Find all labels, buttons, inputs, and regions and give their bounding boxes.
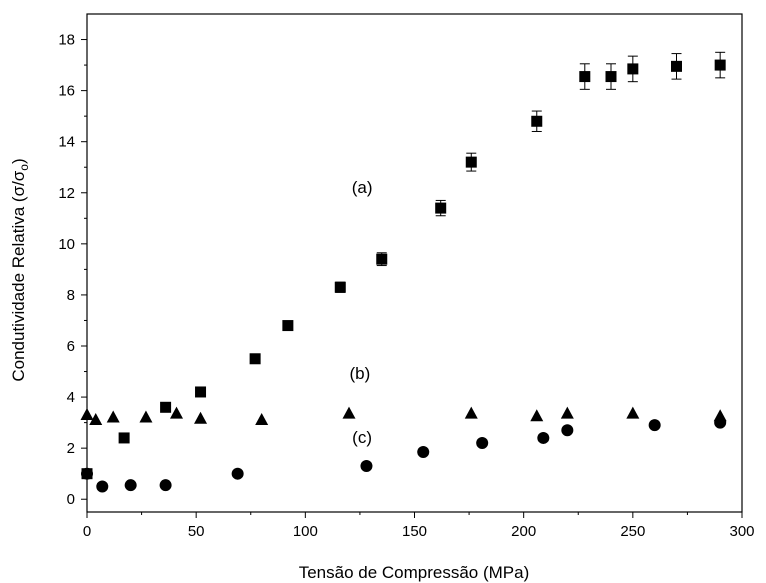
y-tick-label: 0 [67, 491, 75, 508]
data-point-circle [159, 479, 172, 492]
data-point-square [627, 63, 639, 75]
data-point-circle [124, 479, 137, 492]
series-annotation: (b) [350, 364, 371, 383]
data-point-square [435, 202, 447, 214]
data-point-circle [417, 445, 430, 458]
chart-labels: Tensão de Compressão (MPa) Condutividade… [9, 158, 529, 582]
data-point-square [282, 320, 294, 332]
data-point-square [376, 253, 388, 265]
data-point-triangle [255, 413, 269, 426]
data-point-circle [561, 424, 574, 437]
data-point-square [714, 59, 726, 71]
y-tick-label: 4 [67, 389, 75, 406]
x-tick-label: 0 [83, 523, 91, 540]
data-marks [80, 51, 727, 493]
data-point-triangle [560, 406, 574, 419]
y-axis-title: Condutividade Relativa (σ/σo) [9, 158, 31, 381]
data-point-triangle [106, 410, 120, 423]
data-point-square [605, 71, 617, 83]
data-point-square [195, 386, 207, 398]
data-point-triangle [464, 406, 478, 419]
x-tick-label: 150 [402, 523, 427, 540]
data-point-circle [81, 467, 93, 480]
y-axis-title-subscript: o [17, 164, 31, 171]
data-point-square [334, 281, 346, 293]
data-point-circle [537, 431, 550, 444]
y-tick-label: 16 [58, 83, 75, 100]
data-point-square [579, 71, 591, 83]
data-point-circle [360, 460, 373, 473]
data-point-circle [231, 467, 244, 480]
y-axis-title-close: ) [9, 158, 28, 164]
x-tick-label: 250 [620, 523, 645, 540]
y-tick-label: 18 [58, 32, 75, 49]
data-point-triangle [170, 406, 184, 419]
x-tick-label: 50 [188, 523, 205, 540]
series-annotation: (a) [352, 178, 373, 197]
data-point-triangle [80, 407, 94, 420]
data-point-triangle [89, 413, 103, 426]
y-tick-label: 14 [58, 134, 75, 151]
data-point-square [249, 353, 261, 365]
x-tick-label: 300 [729, 523, 754, 540]
y-tick-label: 12 [58, 185, 75, 202]
data-point-square [160, 401, 172, 413]
data-point-square [465, 156, 477, 168]
x-tick-label: 100 [293, 523, 318, 540]
x-axis-title: Tensão de Compressão (MPa) [299, 563, 530, 582]
data-point-triangle [626, 406, 640, 419]
series-annotation: (c) [352, 428, 372, 447]
data-point-triangle [530, 409, 544, 422]
data-point-square [118, 432, 130, 444]
y-tick-label: 2 [67, 440, 75, 457]
data-point-circle [714, 416, 727, 429]
x-tick-label: 200 [511, 523, 536, 540]
y-axis-title-main: Condutividade Relativa (σ/σ [9, 170, 28, 381]
data-point-circle [476, 437, 489, 450]
y-tick-label: 6 [67, 338, 75, 355]
data-point-circle [96, 480, 109, 493]
data-point-triangle [342, 406, 356, 419]
data-point-circle [648, 419, 661, 432]
data-point-square [671, 60, 682, 72]
data-point-square [531, 115, 543, 127]
plot-frame [86, 13, 743, 513]
data-point-triangle [139, 410, 153, 423]
y-tick-label: 8 [67, 287, 75, 304]
data-point-triangle [194, 411, 208, 424]
y-tick-label: 10 [58, 236, 75, 253]
plot-area: 0 50 100 150 200 250 300 0 2 4 6 8 10 12 14 16 18 [58, 13, 755, 540]
